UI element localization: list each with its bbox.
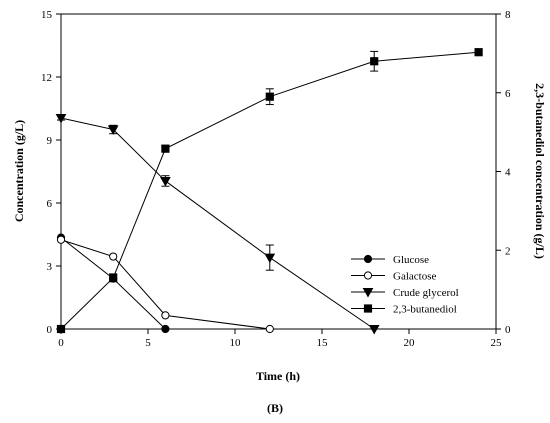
y-left-tick-label: 9 — [47, 135, 53, 147]
series-2-3-butanediol — [56, 48, 483, 334]
series — [55, 48, 483, 335]
data-point — [265, 324, 274, 334]
legend-marker — [363, 254, 373, 264]
data-point — [55, 113, 67, 124]
series-galactose — [56, 235, 274, 334]
x-tick-label: 25 — [491, 337, 503, 349]
series-crude-glycerol — [55, 113, 380, 335]
legend-item-galactose: Galactose — [351, 271, 436, 283]
series-line — [60, 51, 479, 330]
y-right-tick-label: 0 — [505, 324, 511, 336]
legend-item-crude-glycerol: Crude glycerol — [351, 287, 459, 299]
y-left-tick-label: 12 — [41, 72, 52, 84]
y-right-tick-label: 4 — [505, 167, 511, 179]
x-tick-label: 15 — [317, 337, 329, 349]
data-point — [56, 235, 66, 244]
legend-marker — [363, 271, 373, 280]
data-point — [109, 252, 118, 261]
data-point — [474, 48, 483, 57]
data-point — [160, 176, 171, 187]
data-point — [161, 324, 170, 334]
y-axis-right-title: 2,3-butanediol concentration (g/L) — [533, 83, 547, 259]
x-tick-label: 5 — [145, 337, 151, 349]
legend-item-glucose: Glucose — [351, 254, 429, 266]
data-point — [265, 92, 274, 101]
x-tick-label: 20 — [404, 337, 416, 349]
y-left-tick-label: 6 — [47, 198, 53, 210]
series-line — [60, 117, 375, 330]
data-point — [368, 325, 380, 335]
data-point — [56, 324, 66, 334]
legend-marker — [363, 304, 373, 313]
series-line — [60, 239, 270, 330]
x-axis-title: Time (h) — [256, 369, 300, 383]
legend-label: 2,3-butanediol — [393, 304, 457, 316]
y-right-tick-label: 2 — [505, 245, 511, 257]
data-point — [161, 144, 170, 153]
legend-item-2-3-butanediol: 2,3-butanediol — [351, 304, 457, 316]
data-point — [370, 57, 379, 66]
y-right-tick-label: 6 — [505, 88, 511, 100]
legend: Glucose Galactose Crude glycerol 2,3-butane… — [351, 254, 459, 316]
panel-label: (B) — [267, 401, 283, 415]
legend-label: Galactose — [393, 271, 436, 283]
y-left-tick-label: 3 — [47, 261, 53, 273]
y-right-tick-label: 8 — [505, 9, 511, 21]
data-point — [264, 253, 276, 264]
legend-label: Glucose — [393, 254, 429, 266]
data-point — [109, 273, 118, 282]
x-tick-label: 10 — [230, 337, 242, 349]
y-left-tick-label: 0 — [47, 324, 53, 336]
series-glucose — [56, 233, 170, 334]
series-line — [60, 237, 166, 330]
legend-marker — [362, 288, 374, 298]
data-point — [161, 311, 170, 320]
legend-label: Crude glycerol — [393, 287, 459, 299]
y-left-tick-label: 15 — [41, 9, 53, 21]
y-axis-left-title: Concentration (g/L) — [12, 120, 26, 222]
x-tick-label: 0 — [58, 337, 64, 349]
data-point — [107, 125, 119, 136]
